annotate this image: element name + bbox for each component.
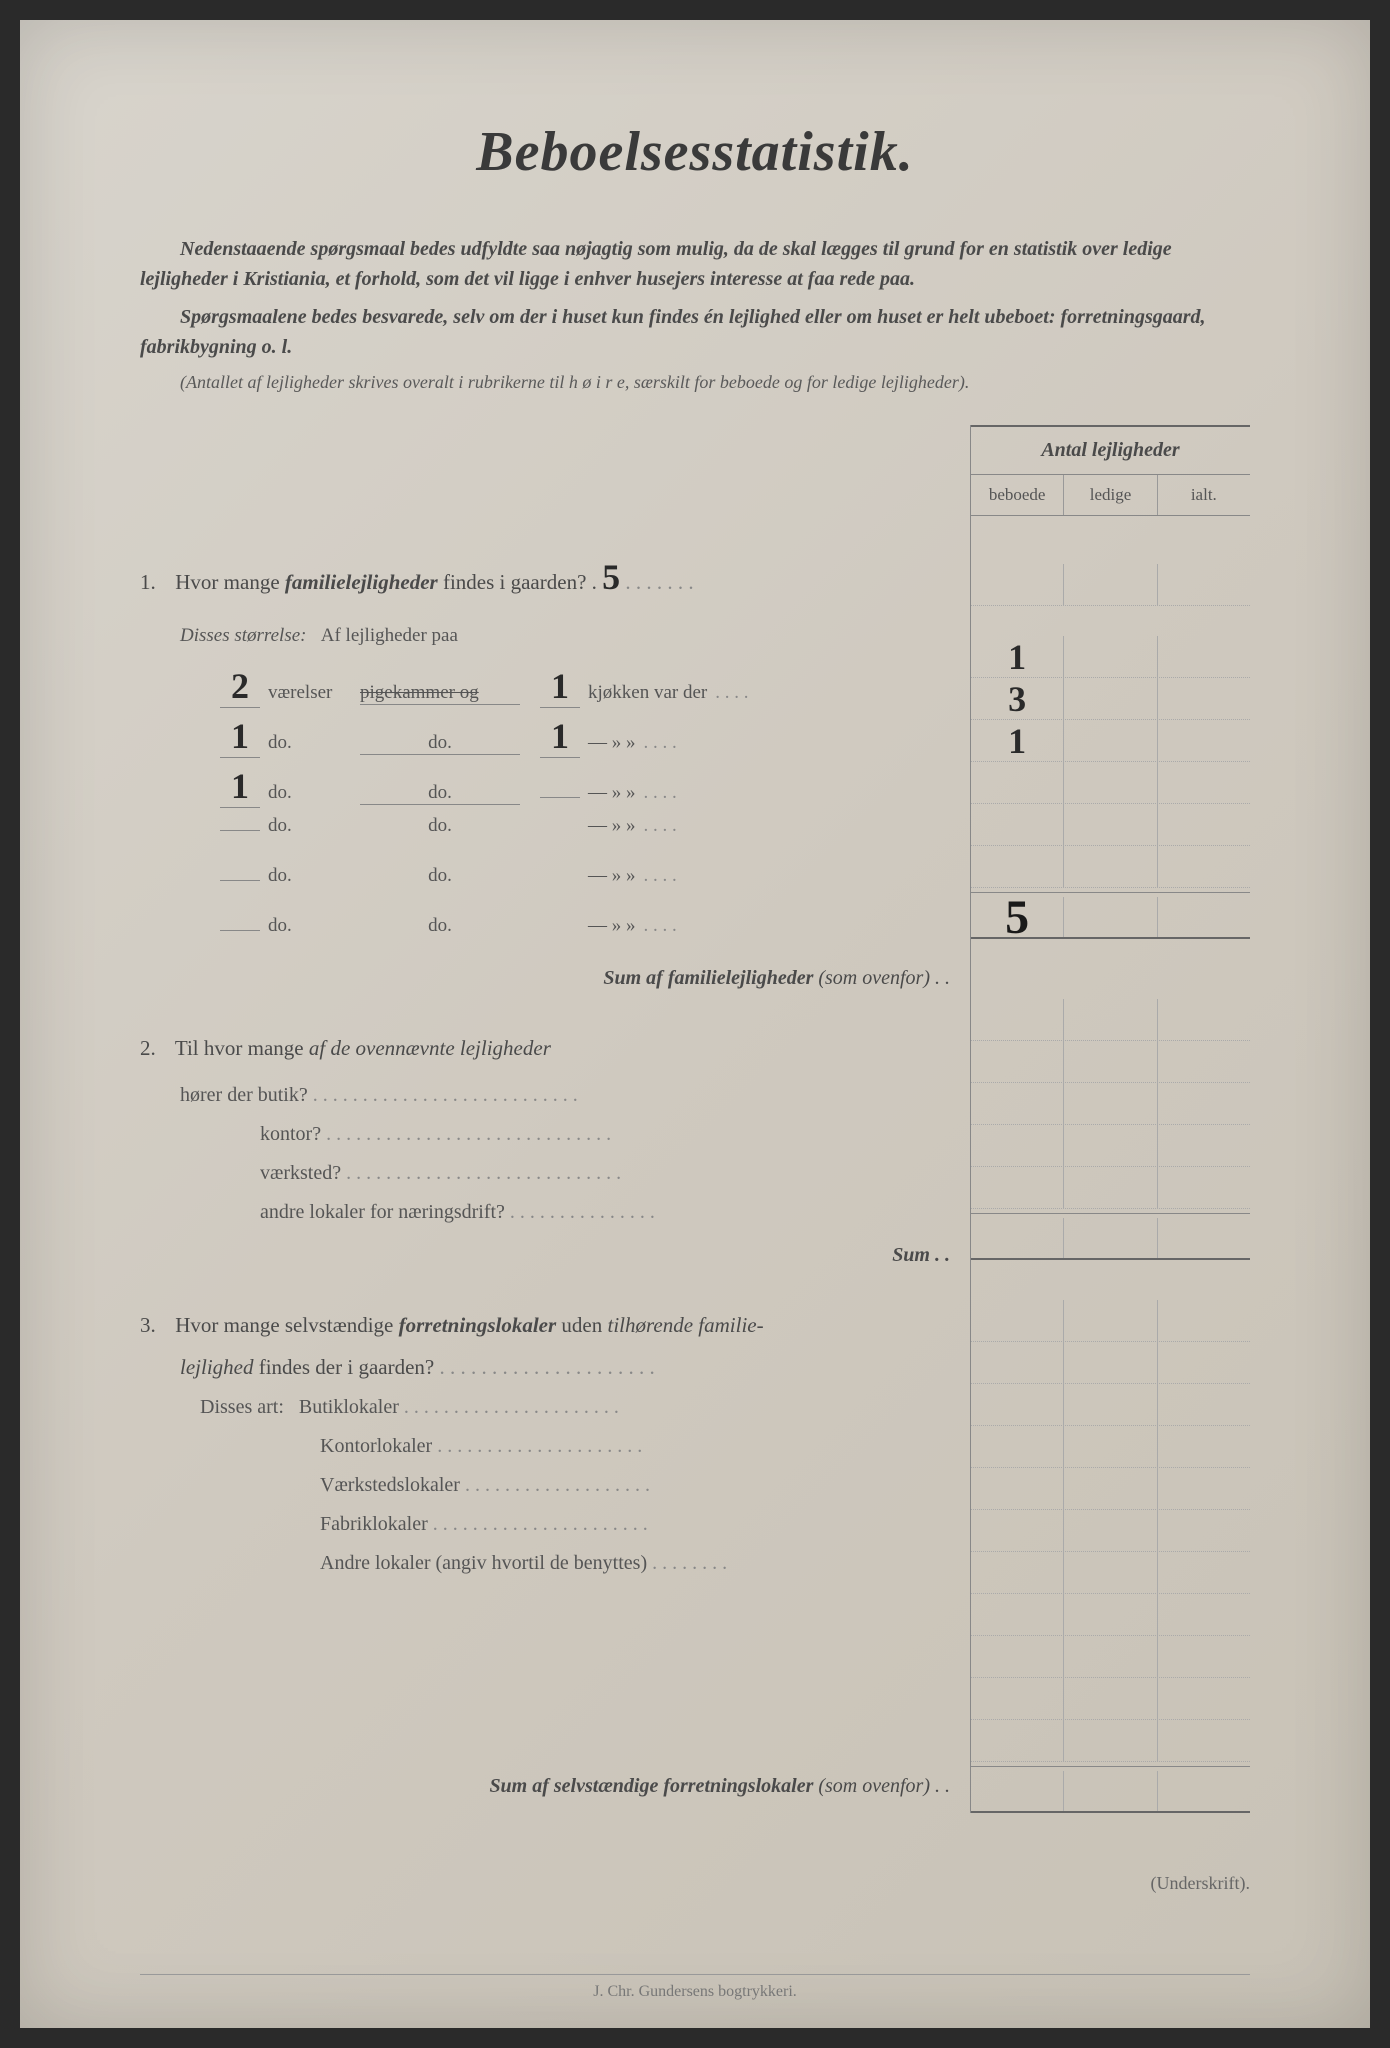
q3-item-1: Kontorlokaler . . . . . . . . . . . . . … [320,1435,950,1458]
q2-sum: Sum . . [140,1244,950,1267]
footer-printer: J. Chr. Gundersens bogtrykkeri. [140,1974,1250,2001]
data-row-1: 3 [971,678,1250,720]
q3-number: 3. [140,1307,170,1345]
sum-row-1: 5 [971,897,1250,939]
q1-text-a: Hvor mange [175,570,285,594]
q3-sum: Sum af selvstændige forretningslokaler (… [140,1775,950,1798]
question-2: 2. Til hvor mange af de ovennævnte lejli… [140,1030,950,1068]
q1-row-4: do. do. — » » . . . . [220,865,950,897]
q1-text-c: findes i gaarden? . [438,570,597,594]
q1-row-0: 2 værelser pigekammer og 1 kjøkken var d… [220,665,950,697]
q2-sub1: hører der butik? . . . . . . . . . . . .… [180,1084,950,1107]
document-page: Beboelsesstatistik. Nedenstaaende spørgs… [20,20,1370,2028]
page-title: Beboelsesstatistik. [140,120,1250,184]
q1-row-3: do. do. — » » . . . . [220,815,950,847]
q3-item-3: Fabriklokaler . . . . . . . . . . . . . … [320,1513,950,1536]
table-title: Antal lejligheder [971,427,1250,475]
q1-row-5: do. do. — » » . . . . [220,915,950,947]
q3-sub: Disses art: Butiklokaler . . . . . . . .… [200,1396,950,1419]
q1-row-2: 1 do. do. — » » . . . . [220,765,950,797]
q3-item-2: Værkstedslokaler . . . . . . . . . . . .… [320,1474,950,1497]
col-ialt: ialt. [1158,475,1250,515]
q1-subtext: Disses størrelse: Af lejligheder paa [180,625,950,647]
table-header: Antal lejligheder beboede ledige ialt. [971,425,1250,516]
q3-item-4: Andre lokaler (angiv hvortil de benyttes… [320,1552,950,1575]
q1-answer: 5 [602,545,620,610]
col-beboede: beboede [971,475,1064,515]
q2-item-1: værksted? . . . . . . . . . . . . . . . … [260,1162,950,1185]
intro-paragraph-1: Nedenstaaende spørgsmaal bedes udfyldte … [140,234,1250,294]
question-1: 1. Hvor mange familielejligheder findes … [140,545,950,610]
col-ledige: ledige [1064,475,1157,515]
q1-row-1: 1 do. do. 1 — » » . . . . [220,715,950,747]
q1-number: 1. [140,564,170,602]
data-row-2: 1 [971,720,1250,762]
questions-column: 1. Hvor mange familielejligheder findes … [140,425,970,1813]
data-row-3 [971,762,1250,804]
intro-paragraph-3: (Antallet af lejligheder skrives overalt… [140,370,1250,395]
content-area: 1. Hvor mange familielejligheder findes … [140,425,1250,1813]
q1-sum: Sum af familielejligheder (som ovenfor) … [140,967,950,990]
table-column: Antal lejligheder beboede ledige ialt. 1… [970,425,1250,1813]
question-3: 3. Hvor mange selvstændige forretningslo… [140,1307,950,1345]
intro-paragraph-2: Spørgsmaalene bedes besvarede, selv om d… [140,302,1250,362]
q2-item-0: kontor? . . . . . . . . . . . . . . . . … [260,1123,950,1146]
q2-number: 2. [140,1030,170,1068]
data-row-4 [971,804,1250,846]
data-row-5 [971,846,1250,888]
q1-text-b: familielejligheder [285,570,438,594]
data-row-0: 1 [971,636,1250,678]
q2-item-2: andre lokaler for næringsdrift? . . . . … [260,1201,950,1224]
signature-label: (Underskrift). [140,1873,1250,1894]
